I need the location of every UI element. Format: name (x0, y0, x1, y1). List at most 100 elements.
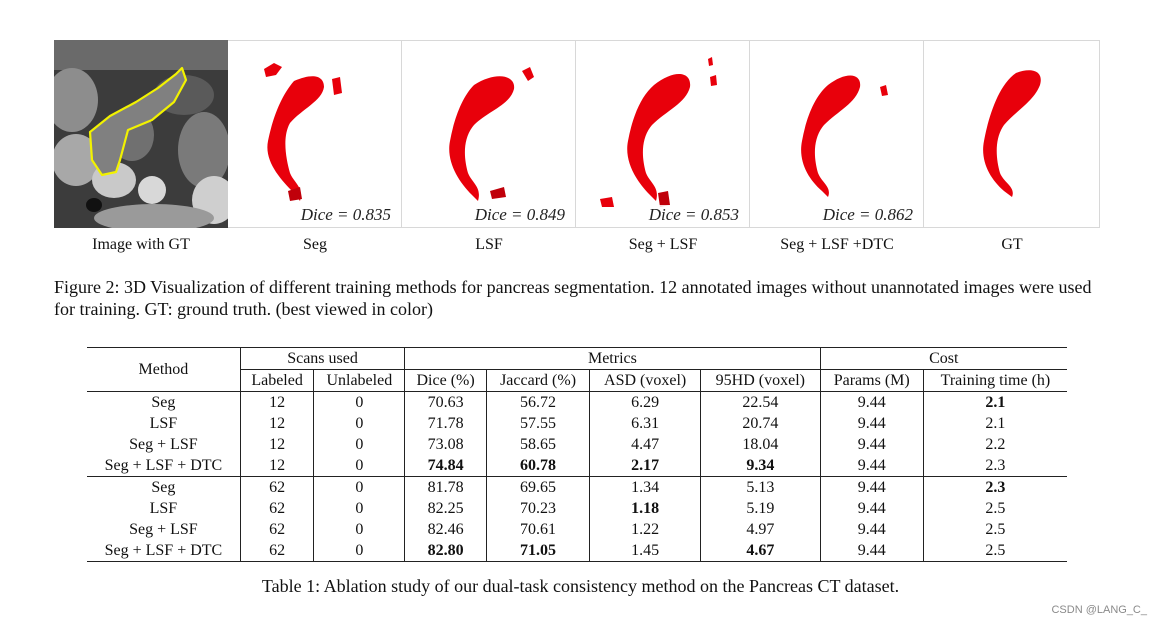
panel-caption: Seg (303, 236, 327, 253)
metrics-header: Metrics (404, 347, 821, 370)
table-cell-jaccard: 71.05 (486, 540, 591, 562)
table-cell-method: Seg (87, 476, 241, 498)
table-cell-asd: 4.47 (589, 434, 702, 455)
table-cell-unlabeled: 0 (313, 519, 406, 540)
panel-captions: Image with GT Seg LSF Seg + LSF Seg + LS… (54, 236, 1100, 254)
table-row: Seg 62 0 81.78 69.65 1.34 5.13 9.44 2.3 (87, 476, 1067, 498)
table-row: Seg 12 0 70.63 56.72 6.29 22.54 9.44 2.1 (87, 391, 1067, 413)
table-cell-hd95: 20.74 (700, 413, 821, 434)
gt-panel (924, 40, 1100, 228)
table-cell-dice: 74.84 (404, 455, 487, 477)
table-cell-hd95: 9.34 (700, 455, 821, 477)
panel-caption: Image with GT (92, 236, 190, 253)
table-cell-unlabeled: 0 (313, 476, 406, 498)
table-cell-params: 9.44 (820, 391, 924, 413)
table-cell-time: 2.2 (985, 435, 1006, 453)
table-row: Seg + LSF + DTC 12 0 74.84 60.78 2.17 9.34 9.44… (87, 455, 1067, 477)
table-cell-method: LSF (87, 413, 241, 434)
table-cell-labeled: 12 (240, 455, 315, 477)
gt-segmentation-render (983, 70, 1041, 197)
table-cell-jaccard: 70.61 (486, 519, 591, 540)
table-cell-unlabeled: 0 (313, 540, 406, 562)
table-cell-unlabeled: 0 (313, 455, 406, 477)
cost-header: Cost (820, 347, 1067, 370)
column-header: Params (M) (820, 369, 924, 392)
table-cell-unlabeled: 0 (313, 434, 406, 455)
table-cell-unlabeled: 0 (313, 413, 406, 434)
ablation-table: Method Scans used Metrics Cost Labeled U… (87, 347, 1067, 562)
table-cell-dice: 70.63 (404, 391, 487, 413)
table-cell-time: 2.5 (923, 540, 1067, 562)
dice-score: Dice = 0.849 (474, 205, 565, 225)
table-cell-labeled: 12 (240, 413, 315, 434)
table-cell-time: 2.1 (985, 393, 1006, 411)
seg-segmentation-render (264, 63, 342, 201)
table-cell-time: 2.5 (985, 499, 1006, 517)
table-cell-jaccard: 57.55 (486, 413, 591, 434)
table-cell-params: 9.44 (820, 434, 924, 455)
dice-score: Dice = 0.862 (822, 205, 913, 225)
seg-lsf-segmentation-render (600, 57, 717, 207)
table-row: LSF 62 0 82.25 70.23 1.18 5.19 9.44 2.5 (87, 498, 1067, 519)
table-body: Seg 12 0 70.63 56.72 6.29 22.54 9.44 2.1 LSF 12 0 71… (87, 391, 1067, 562)
seg-lsf-dtc-segmentation-render (801, 75, 888, 197)
table-cell-asd: 6.29 (589, 391, 702, 413)
table-cell-params: 9.44 (820, 540, 924, 562)
table-header-row: Method Scans used Metrics Cost (87, 347, 1067, 392)
dice-score: Dice = 0.835 (300, 205, 391, 225)
table-cell-method: Seg + LSF + DTC (87, 455, 241, 477)
table-cell-asd: 1.18 (589, 498, 702, 519)
table-cell-labeled: 12 (240, 434, 315, 455)
table-cell-dice: 82.80 (404, 540, 487, 562)
figure-panels: Dice = 0.835 Dice = 0.849 Dice = 0.853 D… (54, 40, 1100, 228)
table-cell-hd95: 5.19 (700, 498, 821, 519)
table-cell-hd95: 4.97 (700, 519, 821, 540)
table-row: Seg + LSF 62 0 82.46 70.61 1.22 4.97 9.44 2.5 (87, 519, 1067, 540)
ct-image-panel (54, 40, 228, 228)
table-cell-method: LSF (87, 498, 241, 519)
column-header: Dice (%) (404, 369, 487, 392)
table-cell-hd95: 22.54 (700, 391, 821, 413)
column-header: ASD (voxel) (589, 369, 702, 392)
table-cell-params: 9.44 (820, 498, 924, 519)
table-cell-labeled: 62 (240, 476, 315, 498)
column-header: Labeled (240, 369, 315, 392)
table-cell-asd: 1.22 (589, 519, 702, 540)
panel-caption: LSF (475, 236, 503, 253)
table-cell-jaccard: 70.23 (486, 498, 591, 519)
table-cell-asd: 1.34 (589, 476, 702, 498)
watermark: CSDN @LANG_C_ (1051, 604, 1147, 616)
table-cell-method: Seg + LSF (87, 434, 241, 455)
figure-caption: Figure 2: 3D Visualization of different … (54, 277, 1092, 319)
method-header: Method (87, 347, 241, 392)
table-cell-unlabeled: 0 (313, 498, 406, 519)
table-cell-params: 9.44 (820, 476, 924, 498)
panel-caption: Seg + LSF (628, 236, 698, 253)
column-header: 95HD (voxel) (700, 369, 821, 392)
table-cell-asd: 6.31 (589, 413, 702, 434)
lsf-panel: Dice = 0.849 (402, 40, 576, 228)
panel-caption: GT (1001, 236, 1023, 253)
seg-panel: Dice = 0.835 (228, 40, 402, 228)
scans-header: Scans used (240, 347, 406, 370)
table-cell-params: 9.44 (820, 455, 924, 477)
table-caption: Table 1: Ablation study of our dual-task… (261, 576, 900, 596)
table-cell-method: Seg + LSF (87, 519, 241, 540)
seg-lsf-panel: Dice = 0.853 (576, 40, 750, 228)
table-subheader-row: Labeled Unlabeled Dice (%) Jaccard (%) A… (87, 369, 1067, 392)
table-row: LSF 12 0 71.78 57.55 6.31 20.74 9.44 2.1 (87, 413, 1067, 434)
table-cell-dice: 82.25 (404, 498, 487, 519)
column-header: Training time (h) (923, 369, 1067, 392)
table-cell-unlabeled: 0 (313, 391, 406, 413)
table-cell-time: 2.5 (985, 520, 1006, 538)
table-cell-time: 2.3 (985, 478, 1006, 496)
table-cell-jaccard: 60.78 (486, 455, 591, 477)
table-cell-dice: 81.78 (404, 476, 487, 498)
table-row: Seg + LSF + DTC 62 0 82.80 71.05 1.45 4.67 9.44… (87, 540, 1067, 562)
table-cell-labeled: 62 (240, 498, 315, 519)
table-cell-jaccard: 56.72 (486, 391, 591, 413)
table-cell-hd95: 18.04 (700, 434, 821, 455)
table-cell-params: 9.44 (820, 519, 924, 540)
table-cell-dice: 82.46 (404, 519, 487, 540)
table-cell-method: Seg + LSF + DTC (87, 540, 241, 562)
